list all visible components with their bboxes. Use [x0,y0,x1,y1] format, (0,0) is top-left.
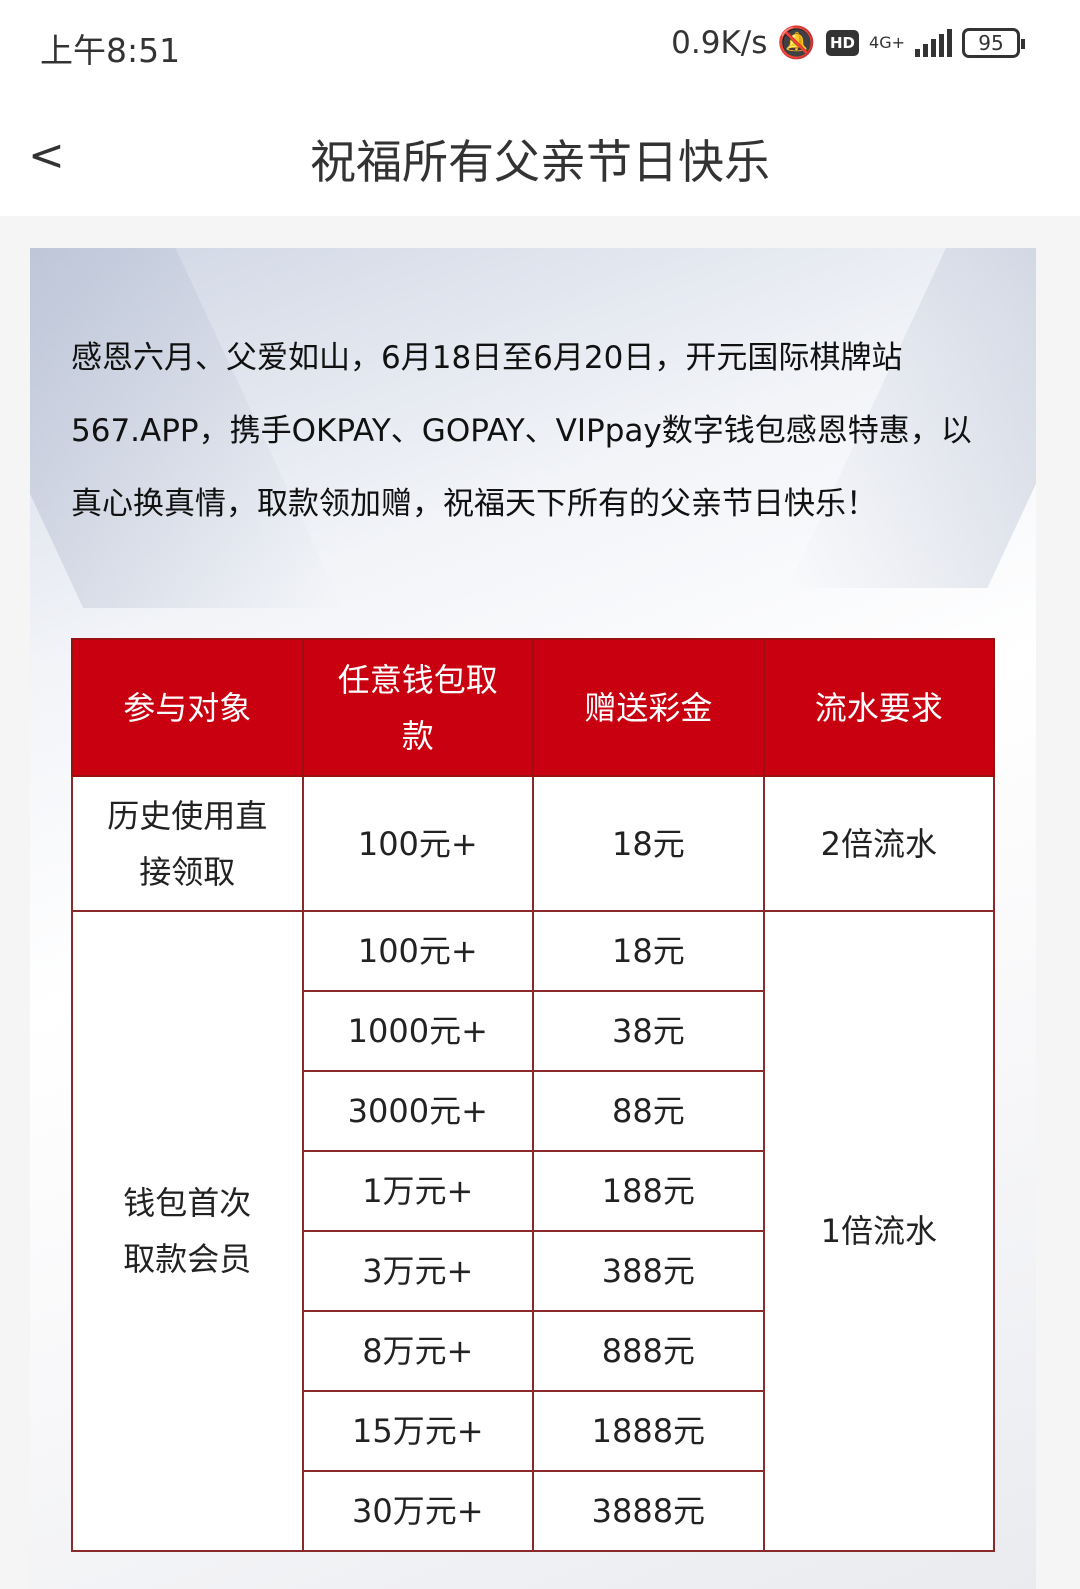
table-row: 15万元+ 1888元 [72,1390,994,1472]
network-type: 4G+ [869,32,905,52]
table-row: 3万元+ 388元 [72,1230,994,1312]
cell-amount: 100元+ [301,910,535,992]
cell-amount: 15万元+ [301,1390,535,1472]
table-header-row: 参与对象 任意钱包取款 赠送彩金 流水要求 [71,638,996,777]
header-bonus: 赠送彩金 [532,638,765,777]
cell-bonus: 3888元 [532,1470,765,1552]
cell-amount: 8万元+ [301,1310,535,1392]
cell-turnover: 2倍流水 [762,775,996,912]
header-target: 参与对象 [71,638,304,777]
cell-amount: 3万元+ [301,1230,535,1312]
cell-target: 钱包首次取款会员 [71,910,304,1552]
mute-bell-icon: 🔕 [777,25,816,61]
promo-intro: 感恩六月、父爱如山，6月18日至6月20日，开元国际棋牌站567.APP，携手O… [71,340,972,522]
header-amount: 任意钱包取款 [301,638,535,777]
status-bar: 上午8:51 0.9K/s 🔕 HD 4G+ 95 [0,0,1080,90]
table-row: 历史使用直接领取 100元+ 18元 2倍流水 [71,775,996,912]
battery-level: 95 [978,30,1004,55]
bonus-table: 参与对象 任意钱包取款 赠送彩金 流水要求 历史使用直接领取 100元+ 18元… [71,638,996,1552]
cell-bonus: 388元 [532,1230,765,1312]
cell-bonus: 18元 [532,910,765,992]
table-row: 8万元+ 888元 [72,1310,994,1392]
page-title: 祝福所有父亲节日快乐 [310,135,770,189]
table-row: 钱包首次取款会员 100元+ 18元 1倍流水 [71,910,996,1552]
battery-icon: 95 [962,27,1025,58]
cell-amount: 1000元+ [301,990,535,1072]
cell-amount: 1万元+ [301,1150,535,1232]
network-speed: 0.9K/s [671,24,768,61]
back-chevron-icon[interactable]: < [28,130,65,181]
table-row: 1万元+ 188元 [72,1150,994,1232]
hd-icon: HD [826,29,860,56]
cell-bonus: 888元 [532,1310,765,1392]
promo-card: 感恩六月、父爱如山，6月18日至6月20日，开元国际棋牌站567.APP，携手O… [30,248,1036,1589]
table-row: 3000元+ 88元 [72,1070,994,1152]
cell-amount: 100元+ [301,775,535,912]
cell-bonus: 188元 [532,1150,765,1232]
cell-bonus: 88元 [532,1070,765,1152]
cell-amount: 3000元+ [301,1070,535,1152]
signal-icon [915,28,952,57]
cell-bonus: 18元 [532,775,765,912]
cell-target: 历史使用直接领取 [71,775,304,912]
cell-turnover: 1倍流水 [762,910,996,1552]
header-turnover: 流水要求 [762,638,996,777]
cell-bonus: 1888元 [532,1390,765,1472]
nav-header: < 祝福所有父亲节日快乐 [0,90,1080,216]
status-time: 上午8:51 [40,31,181,70]
table-row: 1000元+ 38元 [72,990,994,1072]
table-row: 30万元+ 3888元 [72,1470,994,1552]
cell-amount: 30万元+ [301,1470,535,1552]
cell-bonus: 38元 [532,990,765,1072]
